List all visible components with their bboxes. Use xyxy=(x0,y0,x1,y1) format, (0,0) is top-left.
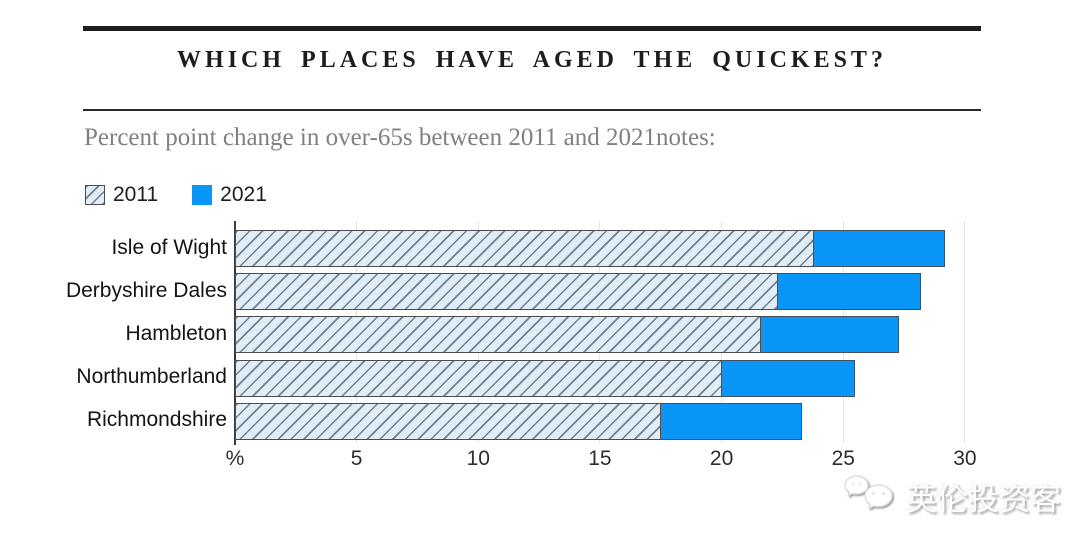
bar-2011 xyxy=(235,359,722,397)
x-tick-label: 30 xyxy=(953,447,977,470)
chart-subtitle: Percent point change in over-65s between… xyxy=(84,124,716,151)
bar-2021 xyxy=(720,359,856,397)
wechat-icon xyxy=(844,475,893,510)
category-label: Richmondshire xyxy=(86,408,227,432)
title-divider-rule xyxy=(83,109,981,111)
bar-2011 xyxy=(235,230,815,267)
bar-2021 xyxy=(776,273,922,311)
legend-hatched-swatch-icon xyxy=(85,185,105,205)
x-tick-label: 10 xyxy=(466,447,490,470)
bar-2021 xyxy=(759,316,900,354)
legend-label-2021: 2021 xyxy=(220,183,267,206)
chart-title: WHICH PLACES HAVE AGED THE QUICKEST? xyxy=(177,47,887,73)
legend: 2011 2021 xyxy=(85,183,267,207)
legend-solid-swatch-icon xyxy=(192,185,213,205)
category-label: Derbyshire Dales xyxy=(65,278,227,302)
x-tick-label: % xyxy=(225,447,245,470)
x-tick-label: 20 xyxy=(709,447,734,470)
bar-2021 xyxy=(813,230,946,267)
watermark: 英伦投资客 xyxy=(843,472,1061,520)
watermark-text: 英伦投资客 xyxy=(906,481,1061,518)
x-tick-label: 15 xyxy=(588,447,612,470)
x-tick-label: 5 xyxy=(350,447,363,470)
bar-2011 xyxy=(235,402,661,440)
top-rule xyxy=(83,26,981,31)
bar-2011 xyxy=(235,316,761,354)
x-tick-label: 25 xyxy=(831,447,855,470)
category-label: Hambleton xyxy=(125,321,227,345)
category-label: Isle of Wight xyxy=(111,235,227,259)
category-label: Northumberland xyxy=(76,365,227,389)
y-axis-line xyxy=(233,221,236,445)
bar-2011 xyxy=(235,273,778,311)
gridline xyxy=(964,221,966,443)
bar-2021 xyxy=(659,402,802,440)
legend-label-2011: 2011 xyxy=(113,183,159,206)
